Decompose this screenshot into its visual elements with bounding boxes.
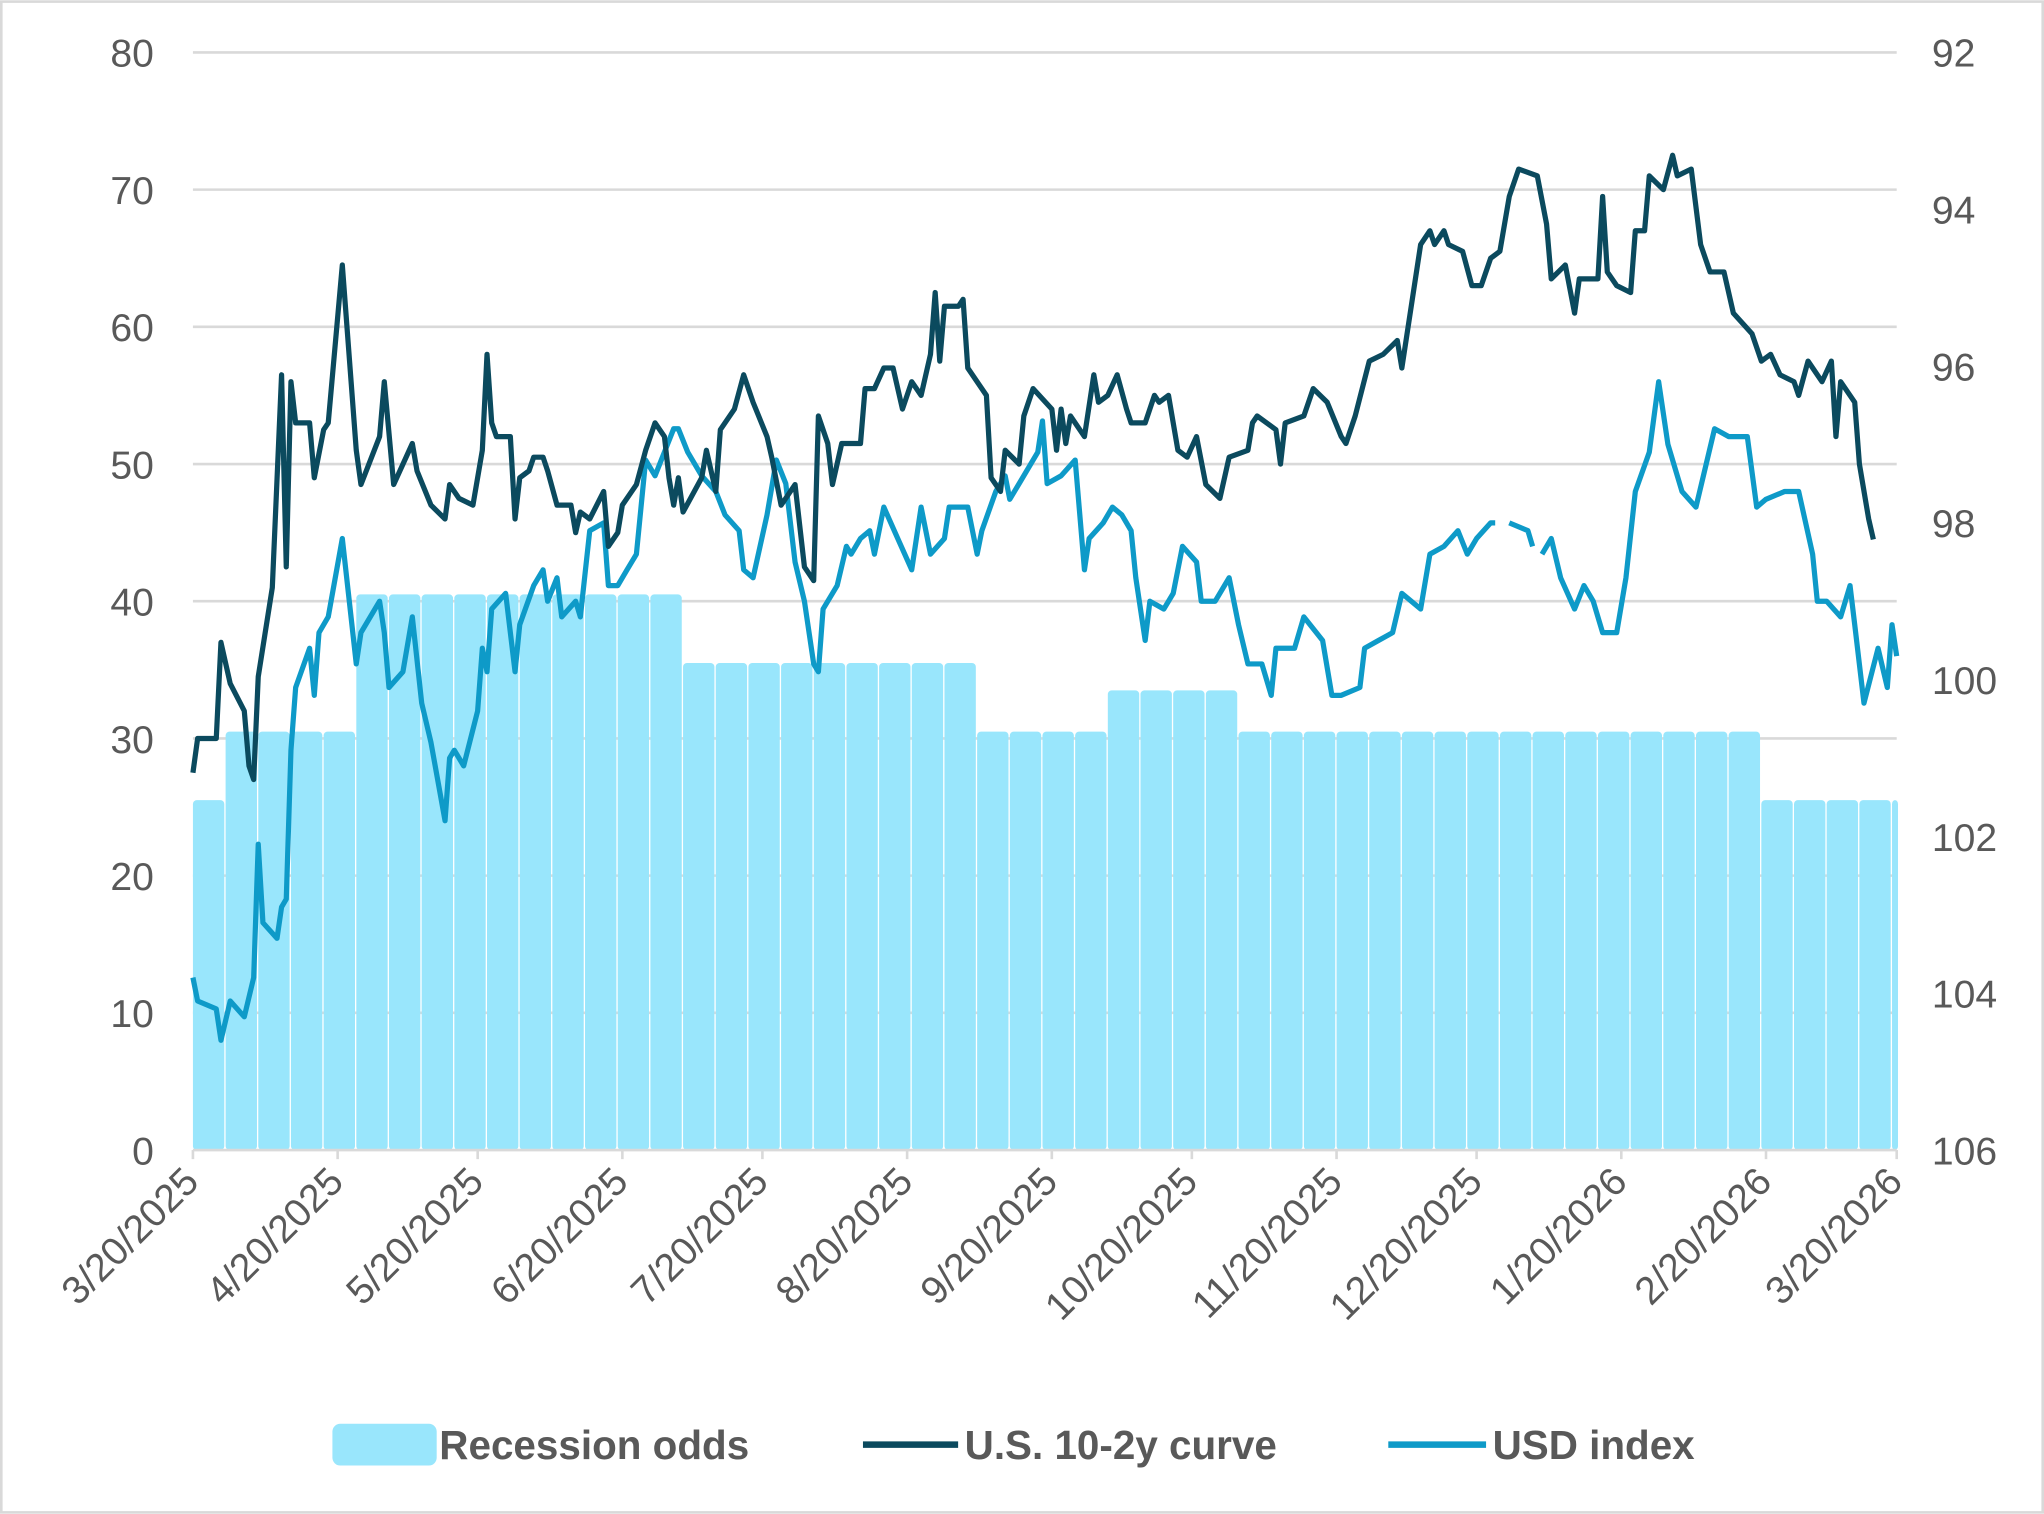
recession-odds-bar [813,662,846,1151]
recession-odds-bar [1303,731,1336,1151]
recession-odds-bar [1761,800,1793,1151]
recession-odds-bar [1173,690,1205,1151]
y-left-tick-label: 0 [132,1130,154,1173]
recession-odds-bar [323,731,355,1151]
y-left-tick-label: 20 [110,856,153,899]
recession-odds-bar [585,594,617,1151]
y-right-tick-label: 92 [1932,33,1975,76]
recession-odds-bar [1107,690,1140,1151]
recession-odds-bar [1271,731,1303,1151]
recession-odds-bar [1205,690,1238,1151]
recession-odds-bar [1042,731,1074,1151]
recession-odds-bar [1532,731,1564,1151]
recession-odds-bar [650,594,682,1151]
y-right-tick-label: 102 [1932,817,1997,860]
recession-odds-bar [421,594,454,1151]
y-right-tick-label: 94 [1932,190,1975,233]
recession-odds-bar [1630,731,1663,1151]
y-left-tick-label: 80 [110,33,153,76]
recession-odds-bar [1467,731,1499,1151]
recession-odds-bar [1728,731,1761,1151]
recession-odds-bar [977,731,1009,1151]
y-left-tick-label: 60 [110,307,153,350]
y-right-tick-label: 96 [1932,346,1975,389]
y-right-tick-label: 106 [1932,1130,1997,1173]
recession-odds-bar [781,662,813,1151]
recession-odds-bar [1369,731,1401,1151]
recession-odds-bar [1565,731,1597,1151]
recession-odds-bar [1597,731,1630,1151]
legend: Recession odds U.S. 10-2y curve USD inde… [332,1422,1695,1468]
y-left-tick-label: 10 [110,993,153,1036]
recession-odds-bar [258,731,290,1151]
recession-odds-bar [1401,731,1434,1151]
legend-label-recession: Recession odds [439,1422,749,1468]
usd-index-line [190,379,1900,1043]
recession-odds-bar [1892,800,1898,1151]
recession-odds-bar [225,731,257,1151]
recession-odds-bar [1695,731,1728,1151]
line-series [190,152,1900,1043]
recession-odds-bar [1499,731,1532,1151]
recession-odds-bar [192,800,225,1151]
y-right-tick-label: 98 [1932,503,1975,546]
recession-odds-bar [683,662,715,1151]
y-right-tick-label: 100 [1932,660,1997,703]
recession-odds-bar [879,662,911,1151]
recession-odds-bar [1075,731,1107,1151]
recession-odds-bar [290,731,323,1151]
recession-odds-bar [487,594,519,1151]
recession-odds-bar [944,662,976,1151]
recession-odds-bar [552,594,584,1151]
recession-odds-bar [454,594,486,1151]
legend-label-curve: U.S. 10-2y curve [965,1422,1277,1468]
recession-odds-bar [1140,690,1172,1151]
y-left-tick-label: 30 [110,719,153,762]
recession-odds-bar [388,594,421,1151]
y-left-tick-label: 50 [110,444,153,487]
recession-odds-bar [1794,800,1826,1151]
recession-odds-bar [846,662,878,1151]
y-left-tick-label: 40 [110,582,153,625]
recession-odds-bar [519,594,552,1151]
recession-odds-bar [617,594,650,1151]
recession-odds-bar [1238,731,1270,1151]
recession-odds-bar [356,594,388,1151]
y-right-tick-label: 104 [1932,974,1997,1017]
recession-odds-bar [1336,731,1368,1151]
legend-label-usd: USD index [1493,1422,1696,1468]
recession-odds-bar [715,662,748,1151]
legend-swatch-recession [332,1423,437,1466]
recession-odds-bar [911,662,944,1151]
recession-odds-bar [1434,731,1466,1151]
recession-odds-bar [748,662,780,1151]
recession-odds-bar [1826,800,1859,1151]
recession-odds-bar [1663,731,1695,1151]
recession-odds-bar [1009,731,1042,1151]
recession-odds-bar [1859,800,1891,1151]
us-10-2y-curve-line [190,152,1876,783]
y-left-tick-label: 70 [110,170,153,213]
